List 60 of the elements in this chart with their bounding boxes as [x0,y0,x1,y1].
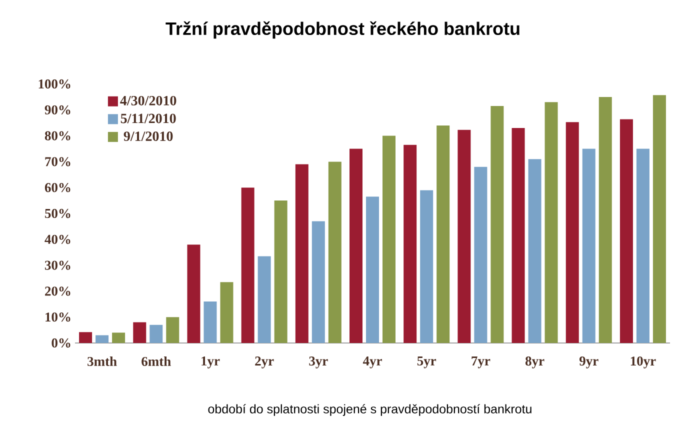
y-tick-label: 100% [38,79,70,89]
x-tick-label: 8yr [525,356,544,368]
y-tick-label: 50% [45,208,70,218]
bar [350,148,363,343]
bar [512,128,525,343]
y-tick-label: 90% [44,105,70,114]
x-tick-label: 5yr [417,356,436,368]
bar [295,164,308,343]
bar [79,332,92,343]
y-tick-label: 70% [45,157,70,166]
bar [598,96,612,343]
x-tick-label: 3mth [88,356,117,366]
x-tick-label: 9yr [580,356,598,368]
x-tick-label: 10yr [630,356,656,368]
x-tick-label: 6mth [142,356,171,366]
x-tick-label: 7yr [472,356,490,368]
legend-label: 9/1/2010 [124,132,173,141]
bar [474,166,488,343]
bar [187,244,200,343]
bar [490,106,504,343]
y-tick-label: 80% [44,131,70,140]
bar [436,125,450,343]
y-tick-label: 0% [52,338,70,348]
bar [312,221,325,343]
bar [133,322,146,343]
bar [566,122,579,343]
bar [328,162,342,343]
y-tick-label: 60% [44,183,70,192]
bar [636,148,650,343]
x-tick-label: 4yr [362,356,382,368]
bar [528,159,542,343]
x-tick-label: 2yr [255,356,274,368]
bar [150,324,163,343]
bar [420,190,434,343]
bar [204,302,217,343]
bar [582,148,596,343]
legend-label: 4/30/2010 [120,96,176,106]
x-tick-label: 1yr [202,356,220,368]
y-tick-label: 20% [45,286,70,296]
bar [96,335,109,343]
bar [544,102,558,343]
bar [112,332,126,343]
bar [274,200,288,343]
chart-title: Tržní pravděpodobnost řeckého bankrotu [166,21,520,39]
x-tick-label: 3yr [309,356,328,368]
y-tick-label: 10% [46,312,70,322]
bar [404,144,417,343]
bar [620,119,633,343]
legend-label: 5/11/2010 [120,114,176,124]
bar [382,136,396,343]
x-axis-title: období do splatnosti spojené s pravděpodobností bankrotu [208,404,532,416]
bar [366,196,380,343]
y-tick-label: 40% [44,234,70,244]
bar [652,95,666,343]
bar [166,317,180,343]
bar [241,188,254,343]
bar [258,256,271,343]
y-tick-label: 30% [44,260,70,270]
bar [220,282,234,343]
bar [458,130,471,343]
